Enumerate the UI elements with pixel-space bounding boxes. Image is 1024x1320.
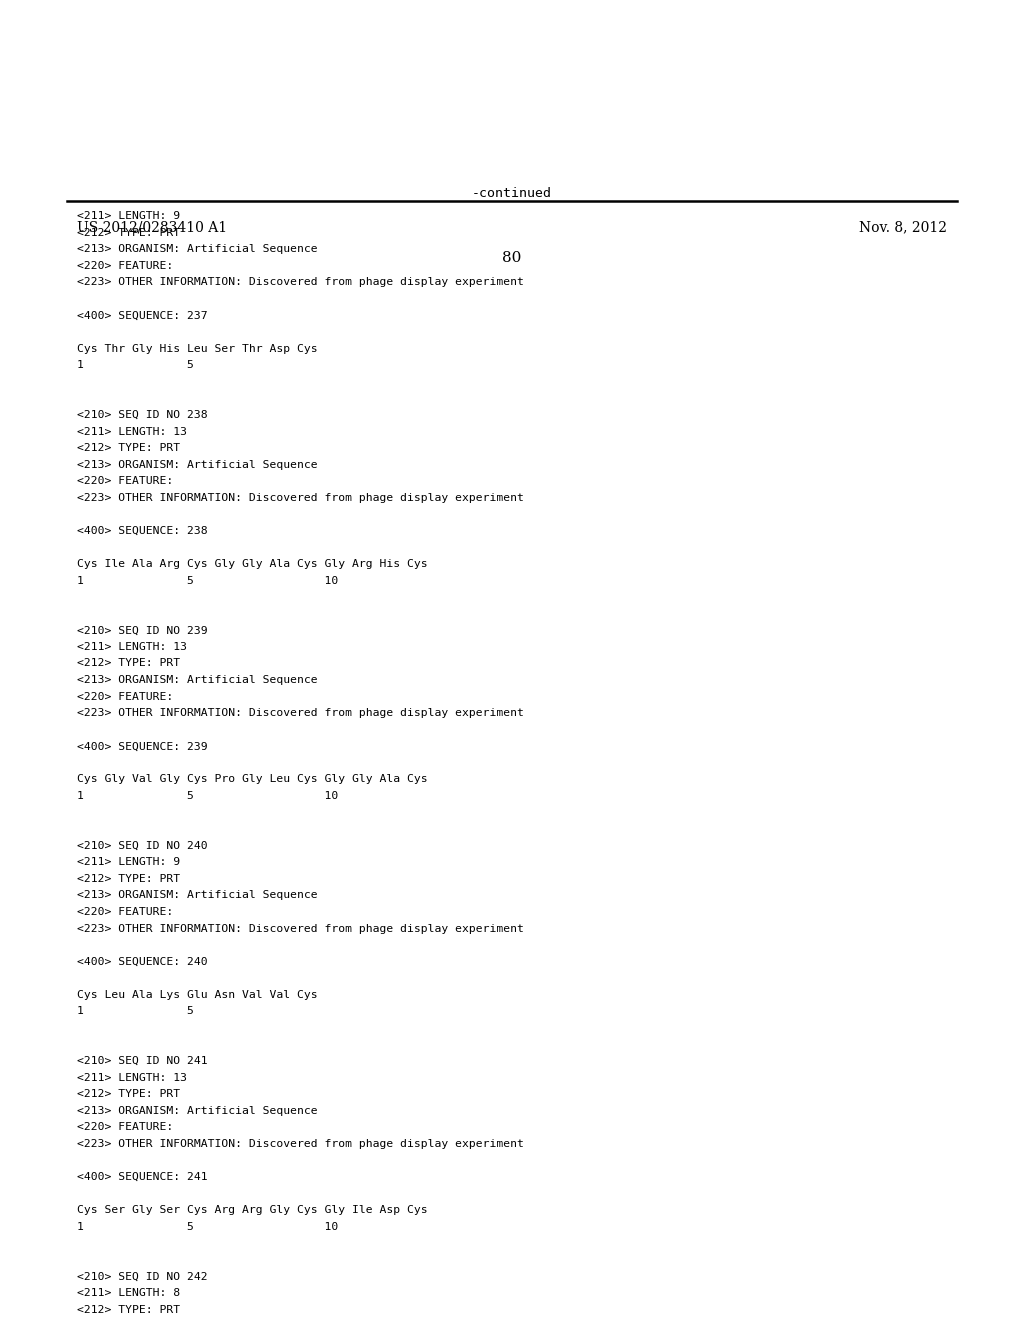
Text: <210> SEQ ID NO 241: <210> SEQ ID NO 241 [77, 1056, 208, 1067]
Text: <213> ORGANISM: Artificial Sequence: <213> ORGANISM: Artificial Sequence [77, 891, 317, 900]
Text: -continued: -continued [472, 187, 552, 201]
Text: <212> TYPE: PRT: <212> TYPE: PRT [77, 1089, 180, 1100]
Text: <213> ORGANISM: Artificial Sequence: <213> ORGANISM: Artificial Sequence [77, 459, 317, 470]
Text: 1               5: 1 5 [77, 1006, 194, 1016]
Text: <212> TYPE: PRT: <212> TYPE: PRT [77, 444, 180, 453]
Text: 1               5: 1 5 [77, 360, 194, 371]
Text: <400> SEQUENCE: 237: <400> SEQUENCE: 237 [77, 310, 208, 321]
Text: <223> OTHER INFORMATION: Discovered from phage display experiment: <223> OTHER INFORMATION: Discovered from… [77, 708, 523, 718]
Text: <211> LENGTH: 13: <211> LENGTH: 13 [77, 426, 186, 437]
Text: US 2012/0283410 A1: US 2012/0283410 A1 [77, 220, 227, 235]
Text: <213> ORGANISM: Artificial Sequence: <213> ORGANISM: Artificial Sequence [77, 675, 317, 685]
Text: 1               5                   10: 1 5 10 [77, 791, 338, 801]
Text: <211> LENGTH: 9: <211> LENGTH: 9 [77, 211, 180, 222]
Text: Cys Leu Ala Lys Glu Asn Val Val Cys: Cys Leu Ala Lys Glu Asn Val Val Cys [77, 990, 317, 999]
Text: <211> LENGTH: 13: <211> LENGTH: 13 [77, 642, 186, 652]
Text: <210> SEQ ID NO 239: <210> SEQ ID NO 239 [77, 626, 208, 635]
Text: <210> SEQ ID NO 242: <210> SEQ ID NO 242 [77, 1271, 208, 1282]
Text: <223> OTHER INFORMATION: Discovered from phage display experiment: <223> OTHER INFORMATION: Discovered from… [77, 1139, 523, 1148]
Text: <400> SEQUENCE: 240: <400> SEQUENCE: 240 [77, 957, 208, 966]
Text: Cys Thr Gly His Leu Ser Thr Asp Cys: Cys Thr Gly His Leu Ser Thr Asp Cys [77, 343, 317, 354]
Text: <400> SEQUENCE: 241: <400> SEQUENCE: 241 [77, 1172, 208, 1181]
Text: <213> ORGANISM: Artificial Sequence: <213> ORGANISM: Artificial Sequence [77, 1106, 317, 1115]
Text: 1               5                   10: 1 5 10 [77, 1222, 338, 1232]
Text: Nov. 8, 2012: Nov. 8, 2012 [859, 220, 947, 235]
Text: <212> TYPE: PRT: <212> TYPE: PRT [77, 228, 180, 238]
Text: 1               5                   10: 1 5 10 [77, 576, 338, 586]
Text: <223> OTHER INFORMATION: Discovered from phage display experiment: <223> OTHER INFORMATION: Discovered from… [77, 924, 523, 933]
Text: <212> TYPE: PRT: <212> TYPE: PRT [77, 659, 180, 668]
Text: <220> FEATURE:: <220> FEATURE: [77, 1122, 173, 1133]
Text: <212> TYPE: PRT: <212> TYPE: PRT [77, 1304, 180, 1315]
Text: <210> SEQ ID NO 238: <210> SEQ ID NO 238 [77, 411, 208, 420]
Text: <220> FEATURE:: <220> FEATURE: [77, 261, 173, 271]
Text: Cys Ile Ala Arg Cys Gly Gly Ala Cys Gly Arg His Cys: Cys Ile Ala Arg Cys Gly Gly Ala Cys Gly … [77, 560, 427, 569]
Text: <220> FEATURE:: <220> FEATURE: [77, 692, 173, 702]
Text: 80: 80 [503, 251, 521, 265]
Text: <400> SEQUENCE: 239: <400> SEQUENCE: 239 [77, 742, 208, 751]
Text: <400> SEQUENCE: 238: <400> SEQUENCE: 238 [77, 525, 208, 536]
Text: <211> LENGTH: 8: <211> LENGTH: 8 [77, 1288, 180, 1298]
Text: <223> OTHER INFORMATION: Discovered from phage display experiment: <223> OTHER INFORMATION: Discovered from… [77, 492, 523, 503]
Text: <212> TYPE: PRT: <212> TYPE: PRT [77, 874, 180, 884]
Text: <223> OTHER INFORMATION: Discovered from phage display experiment: <223> OTHER INFORMATION: Discovered from… [77, 277, 523, 288]
Text: <220> FEATURE:: <220> FEATURE: [77, 477, 173, 486]
Text: Cys Gly Val Gly Cys Pro Gly Leu Cys Gly Gly Ala Cys: Cys Gly Val Gly Cys Pro Gly Leu Cys Gly … [77, 775, 427, 784]
Text: Cys Ser Gly Ser Cys Arg Arg Gly Cys Gly Ile Asp Cys: Cys Ser Gly Ser Cys Arg Arg Gly Cys Gly … [77, 1205, 427, 1216]
Text: <210> SEQ ID NO 240: <210> SEQ ID NO 240 [77, 841, 208, 850]
Text: <220> FEATURE:: <220> FEATURE: [77, 907, 173, 917]
Text: <211> LENGTH: 9: <211> LENGTH: 9 [77, 857, 180, 867]
Text: <211> LENGTH: 13: <211> LENGTH: 13 [77, 1073, 186, 1082]
Text: <213> ORGANISM: Artificial Sequence: <213> ORGANISM: Artificial Sequence [77, 244, 317, 255]
